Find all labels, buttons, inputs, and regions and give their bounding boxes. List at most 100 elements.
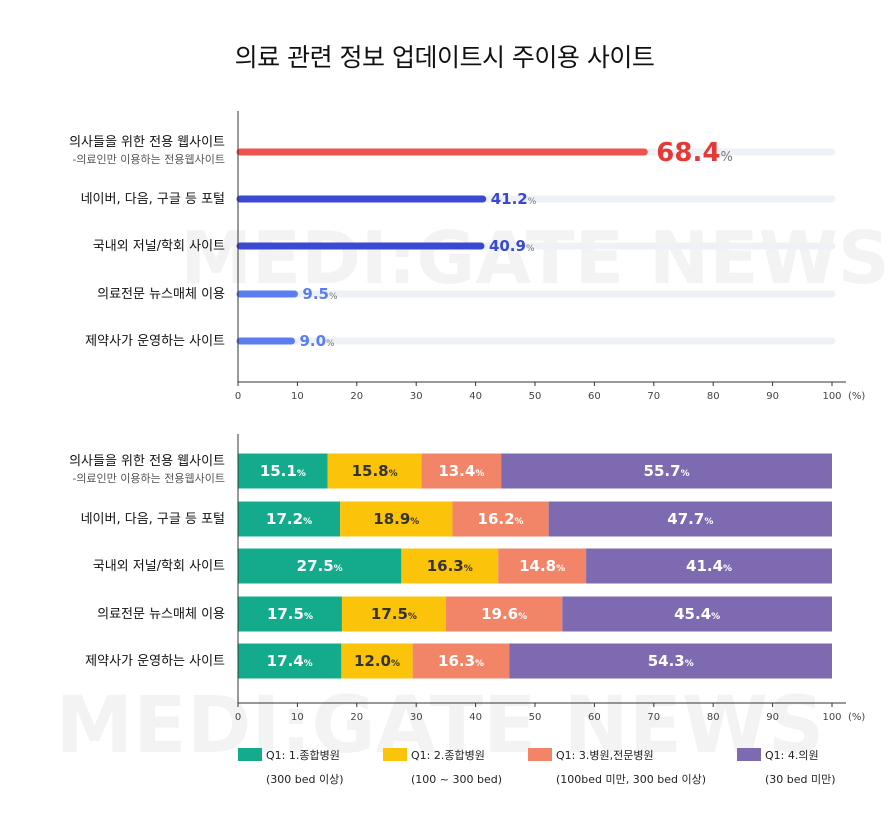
segment-value: 16.2 (478, 510, 515, 528)
segment-label: 12.0% (354, 652, 400, 670)
x-tick-label: 10 (291, 712, 304, 723)
value-suffix: % (326, 339, 335, 349)
stacked-segment (412, 643, 510, 679)
category-label: 네이버, 다음, 구글 등 포털 (81, 512, 225, 527)
x-axis-unit: (%) (848, 712, 865, 723)
segment-suffix: % (408, 612, 417, 622)
page-title: 의료 관련 정보 업데이트시 주이용 사이트 (234, 43, 655, 72)
segment-value: 19.6 (481, 605, 518, 623)
segment-suffix: % (711, 612, 720, 622)
value-label: 9.5% (302, 285, 338, 303)
stacked-segment (548, 501, 832, 537)
legend-note: (300 bed 이상) (266, 773, 344, 786)
segment-value: 27.5 (297, 557, 334, 575)
segment-suffix: % (297, 469, 306, 479)
category-label: 국내외 저널/학회 사이트 (93, 559, 225, 574)
x-tick-label: 80 (707, 712, 720, 723)
segment-label: 16.3% (427, 557, 473, 575)
segment-suffix: % (704, 517, 713, 527)
stacked-segment (238, 453, 328, 489)
segment-value: 17.2 (266, 510, 303, 528)
segment-value: 12.0 (354, 652, 391, 670)
segment-label: 47.7% (667, 510, 713, 528)
segment-label: 55.7% (644, 462, 690, 480)
stacked-segment (452, 501, 549, 537)
x-tick-label: 40 (469, 712, 482, 723)
x-tick-label: 60 (588, 712, 601, 723)
segment-value: 41.4 (686, 557, 723, 575)
category-label: 제약사가 운영하는 사이트 (85, 334, 225, 349)
segment-value: 14.8 (519, 557, 556, 575)
value-number: 41.2 (491, 190, 528, 208)
x-tick-label: 70 (647, 712, 660, 723)
segment-suffix: % (475, 469, 484, 479)
legend-swatch (528, 748, 552, 761)
legend-label: Q1: 3.병원,전문병원 (556, 749, 654, 762)
segment-value: 13.4 (438, 462, 475, 480)
value-number: 9.5 (302, 285, 329, 303)
segment-label: 15.1% (260, 462, 306, 480)
segment-label: 41.4% (686, 557, 732, 575)
x-tick-label: 40 (469, 391, 482, 402)
segment-suffix: % (303, 517, 312, 527)
chart-1-horizontal-bar: 68.4%41.2%40.9%9.5%9.0%0 10 20 30 40 50 60 70 80… (69, 111, 865, 402)
segment-label: 17.5% (267, 605, 313, 623)
stacked-segment (501, 453, 832, 489)
x-tick-label: 30 (410, 712, 423, 723)
segment-label: 45.4% (674, 605, 720, 623)
segment-suffix: % (304, 612, 313, 622)
segment-suffix: % (304, 659, 313, 669)
x-tick-label: 80 (707, 391, 720, 402)
segment-label: 17.2% (266, 510, 312, 528)
stacked-segment (238, 501, 341, 537)
segment-label: 15.8% (352, 462, 398, 480)
segment-value: 55.7 (644, 462, 681, 480)
legend-label: Q1: 2.종합병원 (411, 749, 485, 762)
segment-label: 14.8% (519, 557, 565, 575)
legend-swatch (238, 748, 262, 761)
segment-value: 15.1 (260, 462, 297, 480)
stacked-segment (401, 548, 499, 584)
legend-label: Q1: 1.종합병원 (266, 749, 340, 762)
legend-note: (30 bed 미만) (765, 773, 836, 786)
segment-label: 16.2% (478, 510, 524, 528)
stacked-segment (341, 596, 446, 632)
watermark-layer: MEDI:GATE NEWS MEDI:GATE NEWS (56, 216, 889, 771)
segment-label: 18.9% (373, 510, 419, 528)
x-tick-label: 100 (822, 391, 841, 402)
segment-value: 17.4 (267, 652, 304, 670)
category-note: -의료인만 이용하는 전용웹사이트 (72, 152, 225, 166)
segment-suffix: % (389, 469, 398, 479)
category-label: 의사들을 위한 전용 웹사이트 (69, 135, 225, 150)
segment-suffix: % (723, 564, 732, 574)
stacked-segment (421, 453, 502, 489)
segment-label: 54.3% (648, 652, 694, 670)
segment-suffix: % (391, 659, 400, 669)
category-label: 네이버, 다음, 구글 등 포털 (81, 192, 225, 207)
value-suffix: % (329, 292, 338, 302)
stacked-segment (341, 643, 413, 679)
value-label: 9.0% (299, 332, 335, 350)
stacked-segment (327, 453, 422, 489)
legend-label: Q1: 4.의원 (765, 749, 819, 762)
watermark-text: MEDI:GATE NEWS (180, 216, 889, 300)
segment-value: 15.8 (352, 462, 389, 480)
x-tick-label: 50 (529, 712, 542, 723)
stacked-segment (445, 596, 563, 632)
value-suffix: % (526, 244, 535, 254)
segment-value: 17.5 (371, 605, 408, 623)
category-label: 제약사가 운영하는 사이트 (85, 654, 225, 669)
x-tick-label: 60 (588, 391, 601, 402)
segment-suffix: % (475, 659, 484, 669)
segment-value: 47.7 (667, 510, 704, 528)
segment-suffix: % (515, 517, 524, 527)
segment-suffix: % (681, 469, 690, 479)
segment-label: 19.6% (481, 605, 527, 623)
segment-value: 16.3 (438, 652, 475, 670)
x-tick-label: 90 (766, 712, 779, 723)
segment-label: 17.5% (371, 605, 417, 623)
segment-value: 18.9 (373, 510, 410, 528)
segment-suffix: % (685, 659, 694, 669)
value-suffix: % (528, 197, 537, 207)
